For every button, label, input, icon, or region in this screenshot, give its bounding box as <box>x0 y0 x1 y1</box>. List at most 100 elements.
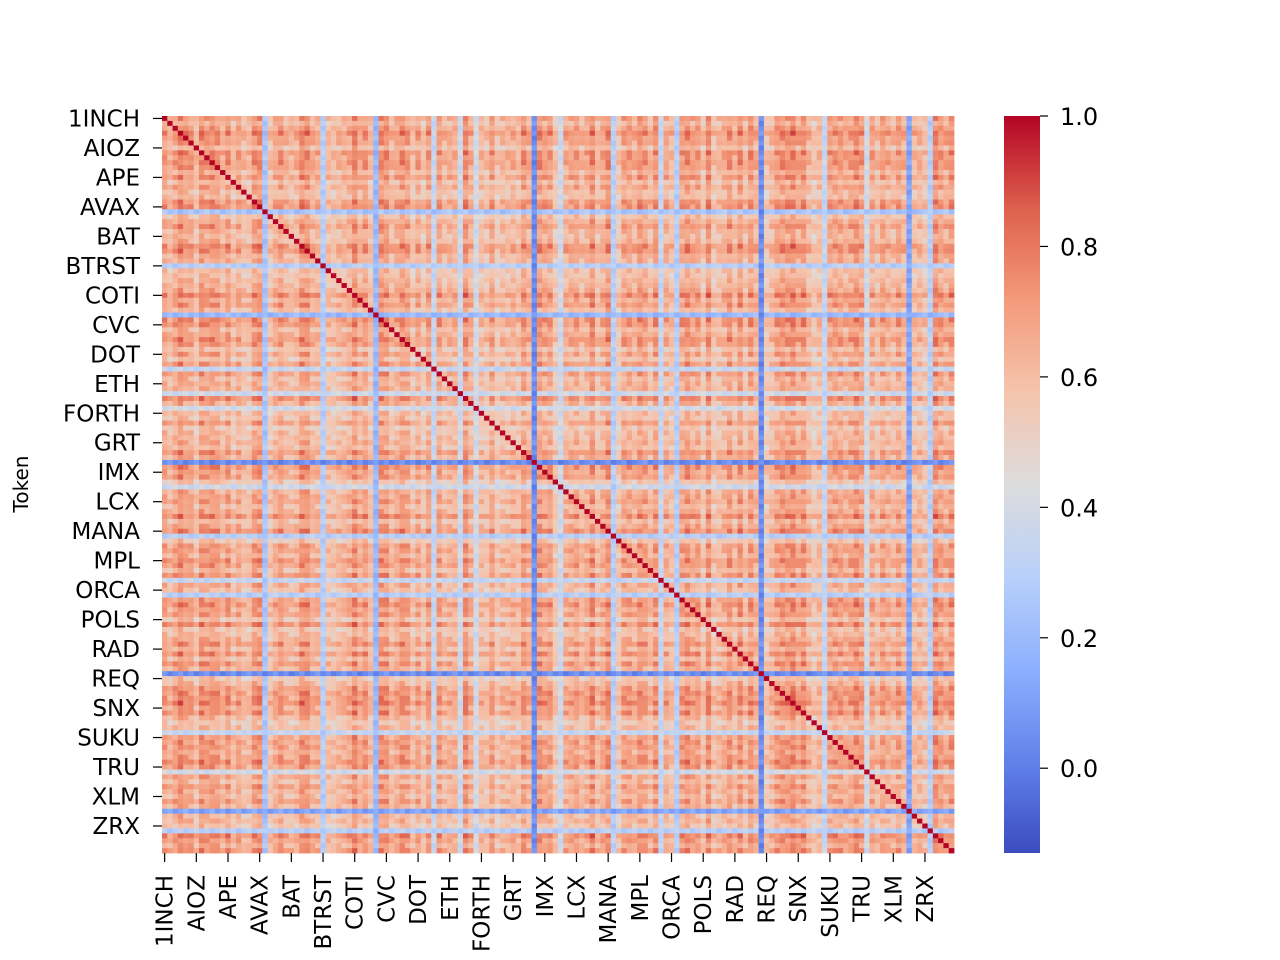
heatmap-cell <box>795 263 802 269</box>
heatmap-cell <box>489 140 496 146</box>
heatmap-cell <box>499 135 506 141</box>
heatmap-cell <box>858 145 865 151</box>
heatmap-cell <box>885 233 892 240</box>
heatmap-cell <box>325 170 332 176</box>
heatmap-cell <box>927 268 934 274</box>
heatmap-cell <box>531 130 538 137</box>
heatmap-cell <box>177 170 184 176</box>
heatmap-cell <box>800 145 807 151</box>
heatmap-cell <box>695 219 701 225</box>
heatmap-cell <box>695 170 701 176</box>
heatmap-cell <box>389 253 395 259</box>
heatmap-cell <box>626 253 633 259</box>
heatmap-cell <box>890 268 897 274</box>
heatmap-cell <box>378 243 385 250</box>
heatmap-cell <box>330 184 337 191</box>
heatmap-cell <box>848 189 855 196</box>
heatmap-cell <box>283 145 290 151</box>
heatmap-cell <box>906 204 913 210</box>
heatmap-cell <box>246 130 253 137</box>
heatmap-cell <box>869 238 876 245</box>
heatmap-cell <box>536 155 543 161</box>
heatmap-cell <box>468 130 474 137</box>
heatmap-cell <box>690 263 696 269</box>
heatmap-cell <box>832 160 839 166</box>
heatmap-cell <box>594 145 601 151</box>
heatmap-cell <box>267 278 274 284</box>
heatmap-cell <box>478 243 485 250</box>
heatmap-cell <box>172 135 179 141</box>
heatmap-cell <box>198 229 205 235</box>
heatmap-cell <box>336 204 342 210</box>
heatmap-cell <box>489 160 496 166</box>
heatmap-cell <box>558 179 564 186</box>
heatmap-cell <box>616 273 622 279</box>
heatmap-cell <box>473 125 480 132</box>
heatmap-cell <box>246 229 253 235</box>
heatmap-cell <box>183 263 189 269</box>
heatmap-cell <box>204 268 210 274</box>
heatmap-cell <box>373 258 379 264</box>
heatmap-cell <box>663 160 670 166</box>
heatmap-cell <box>600 263 606 269</box>
heatmap-cell <box>177 253 184 259</box>
heatmap-cell <box>579 258 585 264</box>
heatmap-cell <box>357 155 364 161</box>
heatmap-cell <box>658 258 664 264</box>
heatmap-cell <box>193 214 200 220</box>
heatmap-cell <box>711 268 717 274</box>
heatmap-cell <box>373 263 379 269</box>
heatmap-cell <box>225 209 232 215</box>
heatmap-cell <box>225 165 232 171</box>
heatmap-cell <box>494 233 501 240</box>
heatmap-cell <box>917 160 923 166</box>
heatmap-cell <box>769 135 775 141</box>
heatmap-cell <box>816 238 823 245</box>
heatmap-cell <box>843 204 849 210</box>
heatmap-cell <box>600 165 606 171</box>
heatmap-cell <box>811 170 818 176</box>
heatmap-cell <box>705 116 712 122</box>
heatmap-cell <box>478 135 485 141</box>
heatmap-cell <box>811 233 818 240</box>
heatmap-cell <box>932 273 939 279</box>
heatmap-cell <box>309 174 316 181</box>
heatmap-cell <box>426 219 432 225</box>
heatmap-cell <box>584 273 591 279</box>
heatmap-cell <box>758 184 765 191</box>
heatmap-cell <box>447 165 453 171</box>
heatmap-cell <box>468 204 474 210</box>
heatmap-cell <box>806 238 812 245</box>
heatmap-cell <box>642 145 649 151</box>
heatmap-cell <box>198 233 205 240</box>
heatmap-cell <box>869 189 876 196</box>
heatmap-cell <box>742 174 749 181</box>
heatmap-cell <box>325 273 332 279</box>
heatmap-cell <box>721 125 728 132</box>
heatmap-cell <box>188 116 195 122</box>
heatmap-cell <box>600 204 606 210</box>
heatmap-cell <box>758 238 765 245</box>
heatmap-cell <box>198 120 205 127</box>
heatmap-cell <box>663 179 670 186</box>
heatmap-cell <box>420 209 427 215</box>
heatmap-cell <box>457 160 464 166</box>
heatmap-cell <box>901 145 907 151</box>
heatmap-cell <box>848 179 855 186</box>
heatmap-cell <box>748 253 754 259</box>
heatmap-cell <box>843 184 849 191</box>
heatmap-cell <box>320 209 327 215</box>
heatmap-cell <box>167 130 173 137</box>
heatmap-cell <box>531 209 538 215</box>
heatmap-cell <box>558 258 564 264</box>
heatmap-cell <box>468 179 474 186</box>
heatmap-cell <box>494 273 501 279</box>
heatmap-cell <box>394 268 400 274</box>
heatmap-cell <box>235 224 242 230</box>
heatmap-cell <box>373 268 379 274</box>
heatmap-cell <box>711 219 717 225</box>
heatmap-cell <box>399 165 406 171</box>
heatmap-cell <box>341 199 348 205</box>
heatmap-cell <box>378 268 385 274</box>
heatmap-cell <box>637 214 643 220</box>
